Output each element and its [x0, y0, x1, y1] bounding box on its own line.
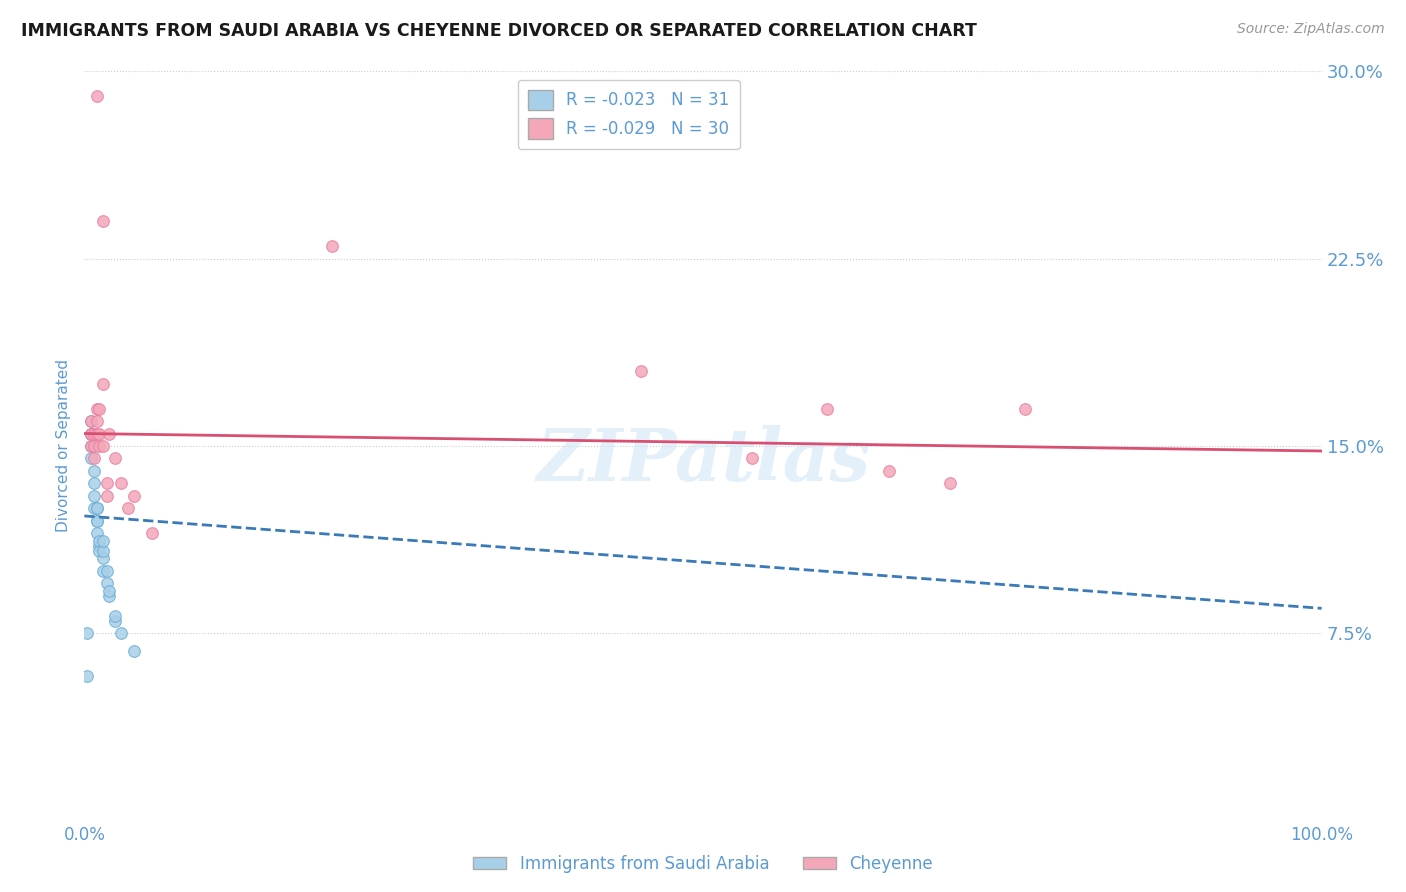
Point — [104, 608, 127, 623]
Point — [86, 401, 108, 416]
Point — [76, 669, 98, 683]
Point — [117, 501, 139, 516]
Point — [79, 439, 101, 453]
Point — [79, 414, 101, 428]
Point — [89, 426, 111, 441]
Point — [104, 614, 127, 628]
Legend: R = -0.023   N = 31, R = -0.029   N = 30: R = -0.023 N = 31, R = -0.029 N = 30 — [517, 79, 740, 149]
Point — [96, 476, 118, 491]
Text: Source: ZipAtlas.com: Source: ZipAtlas.com — [1237, 22, 1385, 37]
Point — [89, 539, 111, 553]
Point — [83, 451, 105, 466]
Point — [79, 426, 101, 441]
Point — [86, 501, 108, 516]
Point — [98, 589, 121, 603]
Y-axis label: Divorced or Separated: Divorced or Separated — [56, 359, 72, 533]
Point — [83, 476, 105, 491]
Point — [79, 439, 101, 453]
Point — [89, 533, 111, 548]
Point — [83, 439, 105, 453]
Point — [122, 644, 145, 658]
Point — [79, 426, 101, 441]
Point — [877, 464, 900, 478]
Point — [91, 544, 114, 558]
Point — [86, 514, 108, 528]
Point — [79, 451, 101, 466]
Point — [141, 526, 163, 541]
Point — [91, 439, 114, 453]
Point — [89, 544, 111, 558]
Point — [91, 533, 114, 548]
Point — [86, 426, 108, 441]
Point — [79, 426, 101, 441]
Point — [98, 426, 121, 441]
Point — [83, 464, 105, 478]
Point — [79, 414, 101, 428]
Point — [815, 401, 838, 416]
Point — [83, 489, 105, 503]
Point — [86, 501, 108, 516]
Point — [91, 214, 114, 228]
Point — [110, 626, 132, 640]
Point — [91, 564, 114, 578]
Point — [83, 501, 105, 516]
Text: ZIPatlas: ZIPatlas — [536, 425, 870, 497]
Point — [96, 564, 118, 578]
Point — [939, 476, 962, 491]
Legend: Immigrants from Saudi Arabia, Cheyenne: Immigrants from Saudi Arabia, Cheyenne — [467, 848, 939, 880]
Text: IMMIGRANTS FROM SAUDI ARABIA VS CHEYENNE DIVORCED OR SEPARATED CORRELATION CHART: IMMIGRANTS FROM SAUDI ARABIA VS CHEYENNE… — [21, 22, 977, 40]
Point — [86, 89, 108, 103]
Point — [630, 364, 652, 378]
Point — [79, 426, 101, 441]
Point — [741, 451, 763, 466]
Point — [96, 576, 118, 591]
Point — [96, 489, 118, 503]
Point — [86, 414, 108, 428]
Point — [86, 526, 108, 541]
Point — [86, 514, 108, 528]
Point — [89, 401, 111, 416]
Point — [98, 583, 121, 598]
Point — [122, 489, 145, 503]
Point — [104, 451, 127, 466]
Point — [110, 476, 132, 491]
Point — [89, 439, 111, 453]
Point — [76, 626, 98, 640]
Point — [91, 551, 114, 566]
Point — [91, 376, 114, 391]
Point — [83, 426, 105, 441]
Point — [1014, 401, 1036, 416]
Point — [321, 239, 343, 253]
